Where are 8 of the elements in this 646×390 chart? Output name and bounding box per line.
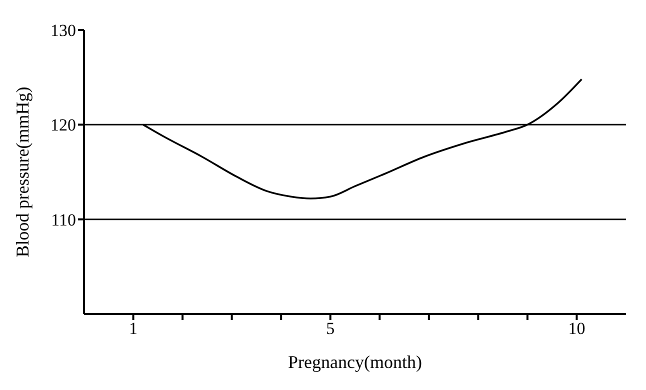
- y-tick-label: 120: [50, 116, 76, 135]
- y-tick-label: 130: [50, 21, 76, 40]
- x-tick-label: 1: [129, 319, 138, 338]
- y-axis-title: Blood pressure(mmHg): [12, 86, 32, 258]
- x-tick-label: 10: [568, 319, 586, 338]
- y-tick-label: 110: [51, 210, 76, 230]
- x-tick-label: 5: [326, 319, 335, 338]
- x-axis-title: Pregnancy(month): [288, 352, 422, 372]
